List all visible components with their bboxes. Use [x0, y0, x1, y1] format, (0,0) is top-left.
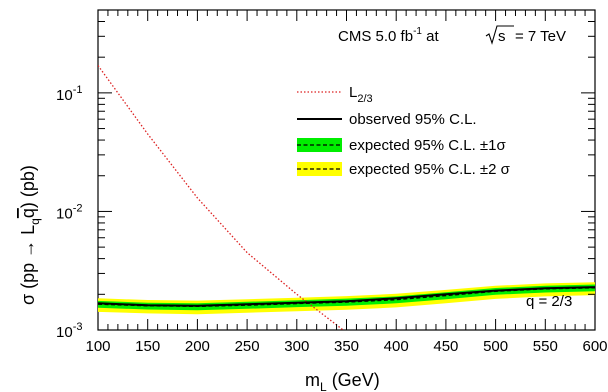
x-tick-label: 300 [284, 338, 309, 355]
x-axis-title: mL (GeV) [305, 370, 380, 392]
charge-annotation: q = 2/3 [526, 293, 572, 310]
curves [98, 65, 595, 330]
x-tick-label: 350 [334, 338, 359, 355]
plot-frame [97, 9, 596, 331]
y-axis-title: σ (pp → Lqq) (pb) [18, 165, 42, 305]
legend-entry-expected-1sigma: expected 95% C.L. ±1σ [297, 137, 506, 154]
cms-lumi-annotation: CMS 5.0 fb-1 at s = 7 TeV [338, 25, 566, 45]
x-tick-labels: 100 150 200 250 300 350 400 450 500 550 600 [85, 338, 607, 355]
svg-text:observed 95% C.L.: observed 95% C.L. [349, 111, 477, 128]
x-tick-label: 200 [185, 338, 210, 355]
x-tick-label: 550 [533, 338, 558, 355]
y-tick-label: 10-2 [56, 202, 82, 222]
y-tick-label: 10-1 [56, 84, 82, 104]
x-tick-label: 450 [433, 338, 458, 355]
series-l23-line [98, 65, 345, 330]
x-tick-label: 150 [135, 338, 160, 355]
svg-text:s: s [498, 28, 506, 45]
legend: L2/3 observed 95% C.L. expected 95% C.L.… [297, 84, 511, 178]
legend-entry-expected-2sigma: expected 95% C.L. ±2 σ [297, 161, 511, 178]
svg-text:CMS 5.0 fb-1 at: CMS 5.0 fb-1 at [338, 26, 439, 45]
axis-ticks [97, 9, 596, 331]
sqrt-symbol [485, 25, 514, 45]
legend-entry-l23: L2/3 [297, 84, 373, 105]
svg-text:L2/3: L2/3 [349, 84, 373, 105]
band-1sigma [98, 284, 595, 311]
svg-text:= 7 TeV: = 7 TeV [515, 28, 566, 45]
series-expected-line [98, 287, 595, 308]
x-tick-label: 400 [384, 338, 409, 355]
x-tick-label: 600 [582, 338, 607, 355]
y-tick-label: 10-3 [56, 321, 82, 341]
y-tick-labels: 10-1 10-2 10-3 [56, 84, 82, 341]
x-tick-label: 100 [85, 338, 110, 355]
x-tick-label: 500 [483, 338, 508, 355]
series-observed-line [98, 286, 595, 307]
svg-text:expected 95% C.L. ±2 σ: expected 95% C.L. ±2 σ [349, 161, 511, 178]
svg-text:expected 95% C.L. ±1σ: expected 95% C.L. ±1σ [349, 137, 506, 154]
legend-entry-observed: observed 95% C.L. [297, 111, 477, 128]
x-tick-label: 250 [235, 338, 260, 355]
